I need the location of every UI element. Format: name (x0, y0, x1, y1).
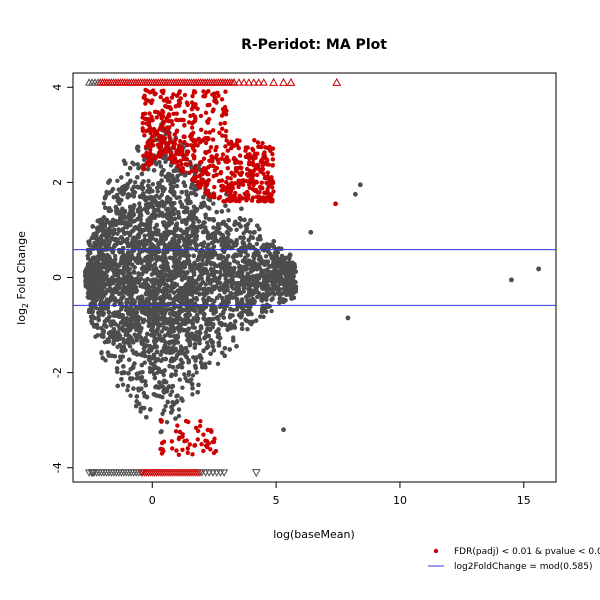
series-1-point-6 (281, 427, 286, 433)
series-2-point-3 (269, 77, 279, 86)
series-0-point-0 (333, 201, 338, 207)
data-series (88, 77, 542, 478)
x-axis-label: log(baseMean) (273, 528, 355, 541)
series-1-point-4 (345, 315, 351, 321)
series-1-point-0 (509, 277, 514, 283)
series-3-point-1 (88, 469, 98, 478)
y-tick-label: 0 (51, 274, 64, 281)
data-point-cloud (83, 78, 299, 477)
series-1-point-1 (536, 266, 542, 272)
x-tick-label: 5 (273, 494, 280, 507)
x-tick-label: 0 (149, 494, 156, 507)
y-tick-label: -4 (51, 462, 64, 473)
series-2-point-1 (286, 77, 296, 86)
y-axis: -4 -2 0 2 4 (51, 84, 73, 473)
y-tick-label: -2 (51, 367, 64, 378)
x-tick-label: 10 (393, 494, 407, 507)
y-tick-label: 2 (51, 179, 64, 186)
legend-significant-marker (433, 548, 439, 554)
x-tick-label: 15 (517, 494, 531, 507)
threshold-lines (73, 249, 556, 306)
series-1-point-2 (357, 182, 363, 188)
series-1-point-3 (352, 191, 358, 197)
x-axis: 0 5 10 15 (149, 481, 531, 507)
legend: FDR(padj) < 0.01 & pvalue < 0.01 log2Fol… (428, 547, 600, 572)
legend-significant-label: FDR(padj) < 0.01 & pvalue < 0.01 (454, 547, 600, 557)
y-tick-label: 4 (51, 84, 64, 91)
series-2-point-2 (279, 77, 288, 86)
y-axis-label: log2 Fold Change (15, 231, 30, 325)
series-2-point-0 (332, 77, 342, 86)
chart-title: R-Peridot: MA Plot (241, 37, 387, 53)
series-1-point-5 (308, 229, 314, 235)
series-3-point-0 (251, 469, 261, 478)
legend-threshold-label: log2FoldChange = mod(0.585) (454, 562, 593, 572)
